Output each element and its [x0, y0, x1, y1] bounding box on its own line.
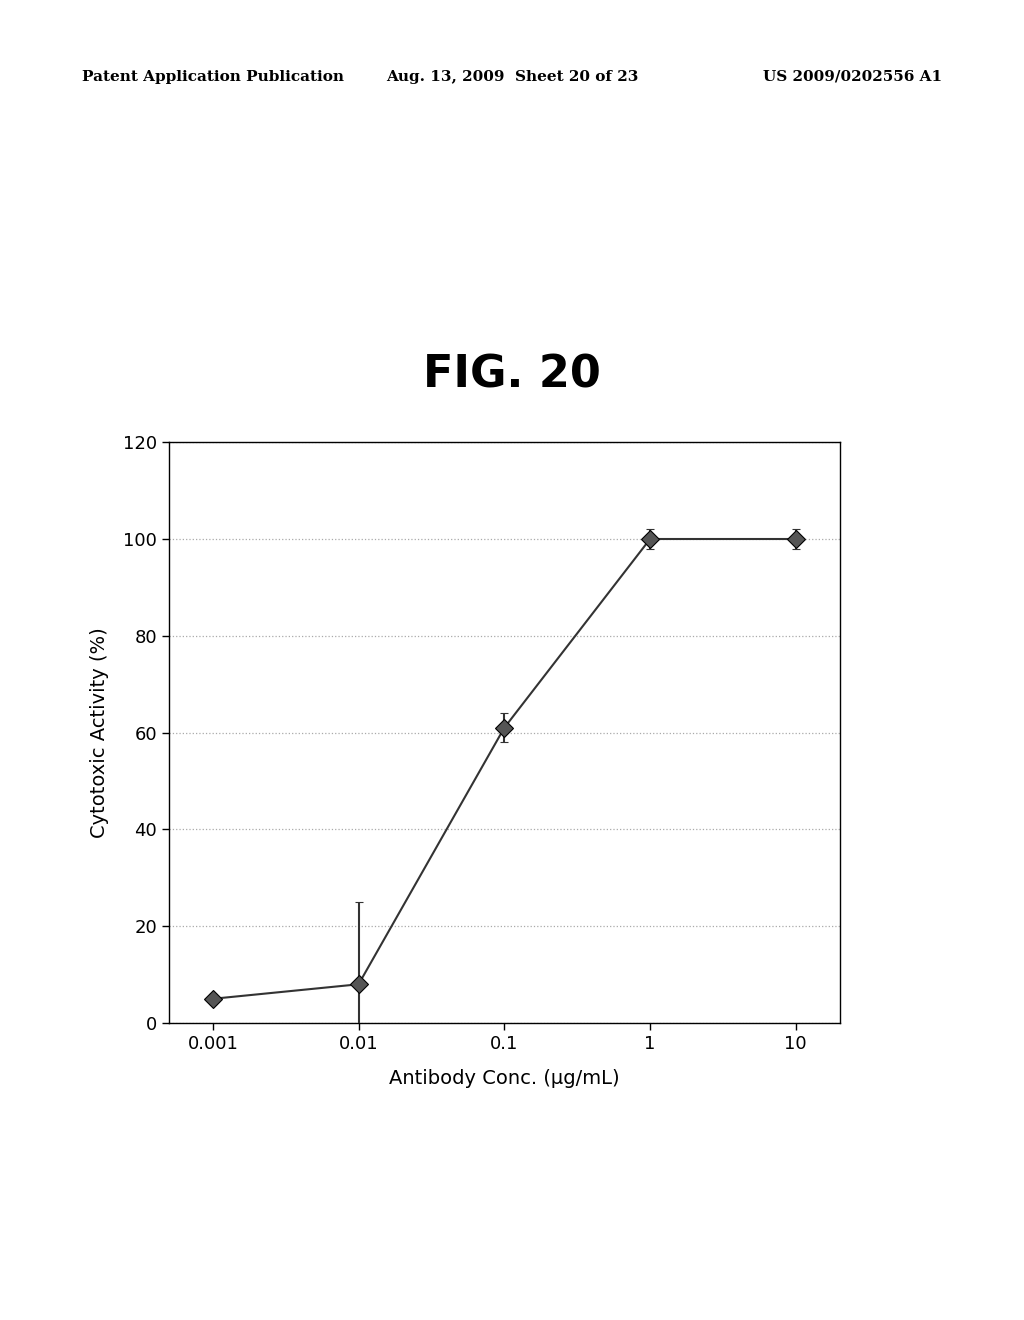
- Y-axis label: Cytotoxic Activity (%): Cytotoxic Activity (%): [90, 627, 110, 838]
- Text: FIG. 20: FIG. 20: [423, 354, 601, 396]
- Text: Patent Application Publication: Patent Application Publication: [82, 70, 344, 83]
- Text: US 2009/0202556 A1: US 2009/0202556 A1: [763, 70, 942, 83]
- Text: Aug. 13, 2009  Sheet 20 of 23: Aug. 13, 2009 Sheet 20 of 23: [386, 70, 638, 83]
- X-axis label: Antibody Conc. (μg/mL): Antibody Conc. (μg/mL): [389, 1069, 620, 1089]
